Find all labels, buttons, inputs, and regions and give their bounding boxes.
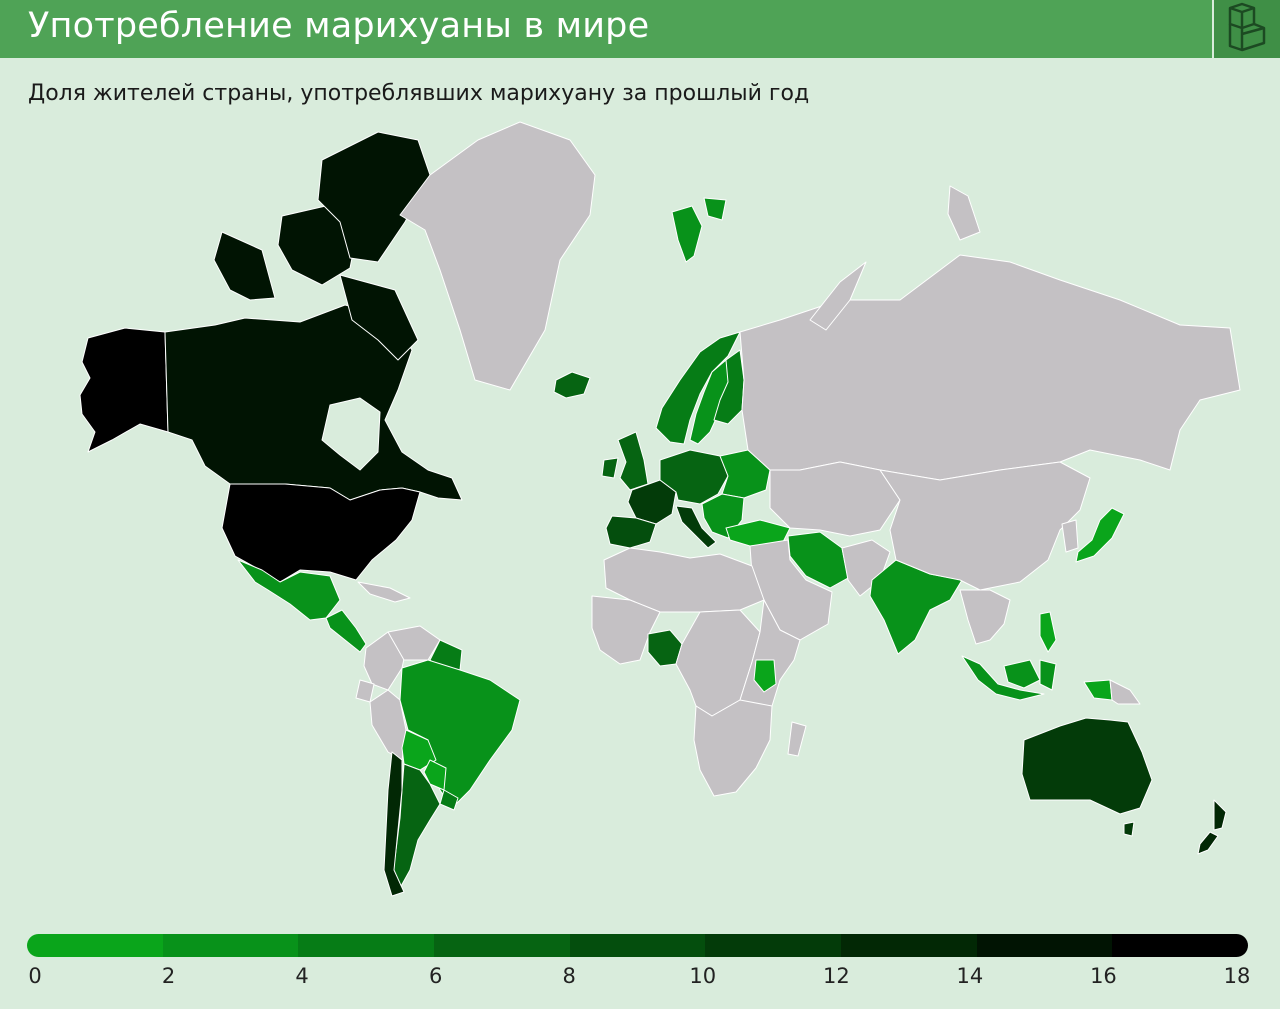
- legend-bin-8: [1112, 934, 1248, 957]
- region-west-africa: [591, 595, 661, 665]
- legend-tick-label: 12: [822, 964, 850, 988]
- legend-bin-6: [841, 934, 977, 957]
- region-russia: [739, 254, 1241, 481]
- region-italy: [675, 505, 717, 549]
- region-uk-ireland: [601, 431, 649, 491]
- region-tasmania: [1123, 821, 1135, 837]
- legend-tick-label: 2: [161, 964, 176, 988]
- legend-bin-4: [569, 934, 706, 957]
- legend-bin-1: [162, 934, 299, 957]
- region-argentina: [391, 763, 441, 889]
- region-brazil: [399, 659, 521, 809]
- region-central-america: [325, 609, 367, 653]
- legend-tick-label: 16: [1090, 964, 1117, 988]
- region-central-europe: [659, 449, 729, 505]
- legend-tick-label: 14: [956, 964, 984, 988]
- cube-logo-icon: [1214, 0, 1280, 58]
- region-hudson-bay: [321, 397, 381, 471]
- region-papua: [1083, 679, 1113, 701]
- legend-bin-3: [434, 934, 570, 957]
- region-greenland: [399, 121, 596, 391]
- region-ecuador: [355, 679, 375, 703]
- map-subtitle: Доля жителей страны, употреблявших марих…: [28, 81, 810, 106]
- region-canada: [317, 131, 431, 263]
- region-uruguay: [439, 789, 459, 811]
- legend-tick-label: 10: [689, 964, 717, 988]
- region-kenya: [753, 659, 777, 693]
- region-indonesia-west: [961, 655, 1045, 701]
- region-venezuela: [387, 625, 441, 661]
- region-alaska: [79, 327, 169, 453]
- region-philippines: [1039, 611, 1057, 653]
- region-papua-east: [1109, 679, 1141, 705]
- legend-tick-label: 18: [1223, 964, 1251, 988]
- legend-tick-label: 4: [295, 964, 309, 988]
- legend-bin-0: [27, 934, 163, 957]
- region-svalbard: [671, 197, 727, 263]
- title-bar: Употребление марихуаны в мире: [0, 0, 1212, 58]
- map-title: Употребление марихуаны в мире: [28, 6, 650, 46]
- region-indonesia-east: [1003, 659, 1057, 691]
- legend-tick-labels: 0 2 4 6 8 10 12 14 16 18: [0, 964, 1280, 994]
- region-chile: [383, 751, 405, 897]
- region-china-mongolia: [879, 461, 1091, 591]
- legend-tick-label: 8: [562, 964, 576, 988]
- region-korea: [1061, 519, 1079, 553]
- region-caucasus-central-asia: [769, 461, 901, 537]
- region-southeast-asia: [959, 589, 1011, 645]
- region-canada: [164, 304, 463, 501]
- legend-tick-label: 0: [28, 964, 42, 988]
- region-iceland: [553, 371, 591, 399]
- region-iberia: [605, 515, 657, 549]
- region-southern-africa: [693, 699, 773, 797]
- region-madagascar: [787, 721, 807, 757]
- color-legend-bar: [27, 934, 1248, 957]
- legend-bin-5: [705, 934, 842, 957]
- region-iran: [787, 531, 849, 589]
- world-map: [79, 121, 1241, 897]
- region-japan: [1075, 507, 1125, 563]
- legend-bin-7: [976, 934, 1113, 957]
- legend-bin-2: [298, 934, 435, 957]
- region-finland: [713, 349, 745, 425]
- region-australia: [1021, 717, 1153, 815]
- region-canada: [213, 231, 276, 301]
- region-canada: [339, 274, 419, 361]
- region-arctic-russia-islands: [809, 185, 981, 331]
- legend-tick-label: 6: [428, 964, 443, 988]
- region-mexico: [237, 559, 341, 621]
- region-new-zealand: [1197, 799, 1227, 855]
- region-caribbean: [357, 581, 411, 603]
